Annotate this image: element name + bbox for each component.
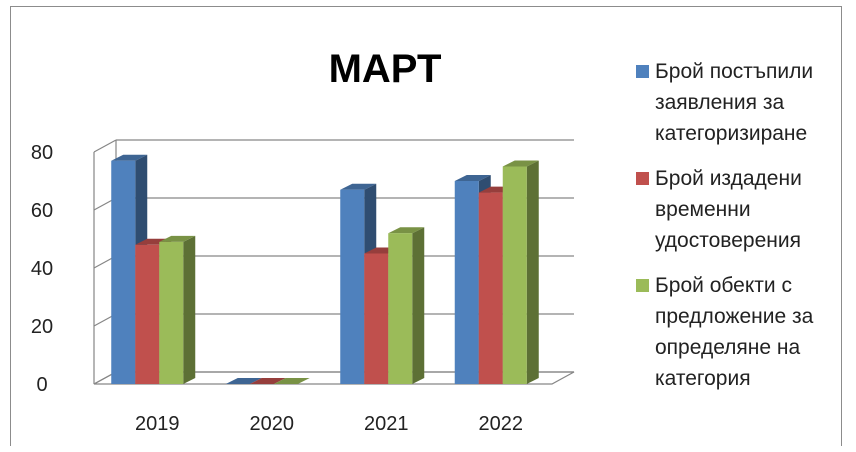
x-tick-label: 2022 (479, 413, 524, 435)
y-tick-label: 80 (31, 142, 53, 164)
legend-swatch-submitted (636, 65, 649, 78)
bar-front (388, 233, 413, 384)
bar (273, 378, 310, 384)
y-tick-label: 20 (31, 316, 53, 338)
legend-label-proposed: Брой обекти с предложение за определяне … (655, 274, 814, 390)
chart-legend: Брой постъпили заявления за категоризира… (636, 56, 846, 408)
y-tick-label: 0 (36, 374, 47, 396)
bar-front (111, 160, 136, 384)
legend-item-proposed: Брой обекти с предложение за определяне … (636, 270, 846, 394)
legend-item-issued: Брой издадени временни удостоверения (636, 163, 846, 256)
bar-top (454, 175, 491, 181)
legend-label-submitted: Брой постъпили заявления за категоризира… (655, 60, 814, 145)
x-tick-label: 2021 (364, 413, 409, 435)
bar-front (502, 166, 527, 384)
bar-front (478, 192, 503, 384)
bar (502, 160, 539, 384)
bar-top (502, 160, 539, 167)
bar-front (159, 241, 184, 384)
bar-side (526, 160, 539, 384)
legend-swatch-proposed (636, 279, 649, 292)
bar-side (412, 227, 425, 384)
bar (388, 227, 425, 384)
legend-label-issued: Брой издадени временни удостоверения (655, 167, 802, 252)
x-tick-label: 2019 (135, 413, 180, 435)
gridline-side-80 (93, 139, 117, 153)
bar-top (340, 183, 377, 190)
bar-side (183, 235, 196, 384)
y-tick-label: 60 (31, 200, 53, 222)
bar-front (340, 189, 365, 384)
chart-frame (10, 6, 842, 446)
bar-front (454, 181, 479, 384)
bar (159, 235, 196, 384)
chart-title: МАРТ (329, 47, 442, 91)
bar-front (364, 253, 389, 384)
bar-top (273, 378, 310, 384)
legend-item-submitted: Брой постъпили заявления за категоризира… (636, 56, 846, 149)
bar-front (135, 244, 160, 384)
legend-swatch-issued (636, 172, 649, 185)
bar-top (111, 154, 148, 161)
x-tick-label: 2020 (250, 413, 295, 435)
y-tick-label: 40 (31, 258, 53, 280)
bar-top (159, 235, 196, 242)
bar-top (388, 227, 425, 234)
